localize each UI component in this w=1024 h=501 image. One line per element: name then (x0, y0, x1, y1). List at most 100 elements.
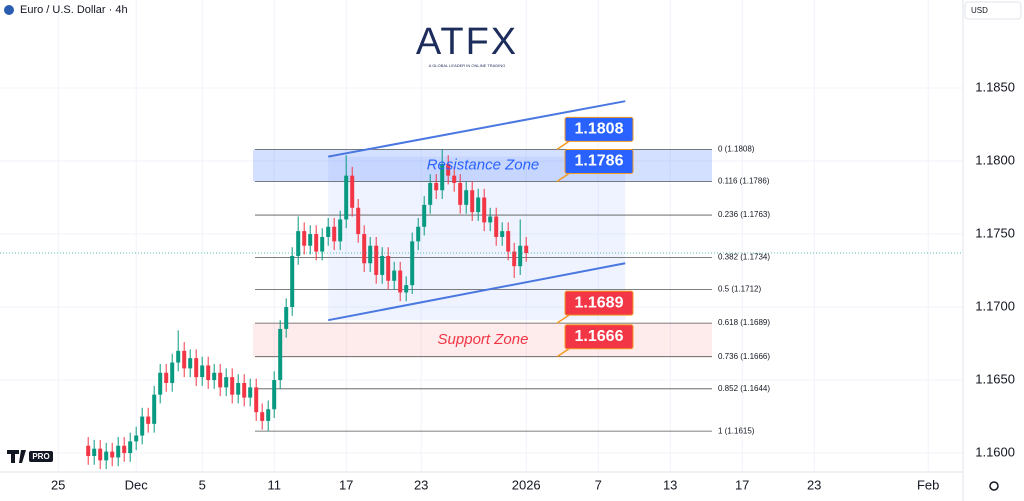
candle-body (434, 182, 439, 191)
candle-body (404, 285, 409, 293)
candle-body (230, 377, 235, 395)
x-tick-label: Dec (125, 477, 149, 492)
candle-body (98, 448, 103, 461)
candle-body (242, 382, 247, 398)
fib-label: 0.5 (1.1712) (718, 285, 761, 294)
x-tick-label: 11 (267, 477, 281, 492)
candle-body (266, 409, 271, 421)
candle-body (194, 358, 199, 378)
badge: PRO (32, 452, 49, 461)
candle-body (218, 372, 223, 388)
y-tick-label: 1.1700 (975, 298, 1015, 313)
candle-body (452, 175, 457, 183)
channel-upper (328, 100, 626, 158)
currency-button[interactable] (964, 1, 1022, 20)
fib-label: 0 (1.1808) (718, 144, 755, 153)
candle-body (248, 387, 253, 398)
callout-label: 1.1689 (575, 294, 624, 311)
candle-body (410, 241, 415, 286)
candle-body (182, 350, 187, 369)
fib-label: 1 (1.1615) (718, 426, 755, 435)
candle-body (116, 445, 121, 458)
x-tick-label: Feb (917, 477, 939, 492)
candle-body (482, 197, 487, 223)
candle-body (260, 412, 265, 421)
candle-body (290, 255, 295, 308)
candle-body (512, 251, 517, 267)
x-tick-label: 13 (663, 477, 677, 492)
candle-body (326, 226, 331, 237)
candle-body (338, 219, 343, 242)
candle-body (272, 380, 277, 410)
candle-body (488, 216, 493, 223)
zone-label: Support Zone (438, 331, 529, 348)
callout-label: 1.1666 (575, 328, 624, 345)
x-tick-label: 2026 (512, 477, 541, 492)
channel-lower (328, 262, 626, 322)
fib-label: 0.382 (1.1734) (718, 253, 770, 262)
x-tick-label: 25 (51, 477, 65, 492)
logo: ATFX (416, 21, 518, 63)
x-tick-label: 23 (414, 477, 428, 492)
candle-body (392, 270, 397, 281)
candle-body (152, 394, 157, 424)
candle-body (206, 365, 211, 381)
symbol-icon (4, 5, 14, 15)
candle-body (380, 255, 385, 275)
candle-body (428, 182, 433, 205)
zone (253, 323, 712, 357)
candle-body (176, 350, 181, 363)
candle-body (362, 234, 367, 264)
candle-body (128, 441, 133, 454)
candle-body (386, 255, 391, 281)
y-tick-label: 1.1600 (975, 445, 1015, 460)
candle-body (122, 445, 127, 454)
x-tick-label: 5 (199, 477, 206, 492)
x-tick-label: 7 (595, 477, 602, 492)
callout-box (564, 116, 634, 142)
candle-body (140, 416, 145, 436)
currency[interactable]: USD (971, 6, 988, 15)
candle-body (470, 190, 475, 213)
fib-label: 0.618 (1.1689) (718, 318, 770, 327)
candle-body (350, 175, 355, 208)
zone (253, 149, 712, 182)
candle-body (458, 182, 463, 205)
candle-body (188, 358, 193, 369)
candle-body (344, 175, 349, 220)
fib-label: 0.736 (1.1666) (718, 352, 770, 361)
candle-body (164, 372, 169, 383)
candle-body (200, 365, 205, 378)
chart-title: Euro / U.S. Dollar · 4h (20, 4, 128, 16)
candle-body (368, 245, 373, 264)
candle-body (524, 245, 529, 254)
candle-body (86, 445, 91, 456)
callout-box (564, 324, 634, 350)
y-tick-label: 1.1650 (975, 371, 1015, 386)
candle-body (146, 416, 151, 424)
candle-body (212, 372, 217, 381)
x-tick-label: 17 (735, 477, 749, 492)
badge-box (29, 451, 53, 462)
settings-icon[interactable] (989, 481, 999, 491)
y-tick-label: 1.1800 (975, 152, 1015, 167)
x-tick-label: 17 (339, 477, 353, 492)
candle-body (320, 236, 325, 252)
zone-label: Resistance Zone (427, 156, 540, 173)
candle-body (308, 234, 313, 246)
candle-body (416, 226, 421, 242)
callout-label: 1.1786 (575, 153, 624, 170)
candle-body (494, 216, 499, 237)
candle-body (332, 226, 337, 242)
candle-body (464, 190, 469, 205)
candle-body (422, 204, 427, 227)
candle-body (134, 435, 139, 442)
candle-body (158, 372, 163, 395)
candle-body (170, 362, 175, 383)
candle-body (356, 207, 361, 235)
grid (0, 0, 963, 472)
fib-label: 0.852 (1.1644) (718, 384, 770, 393)
candle-body (254, 387, 259, 413)
